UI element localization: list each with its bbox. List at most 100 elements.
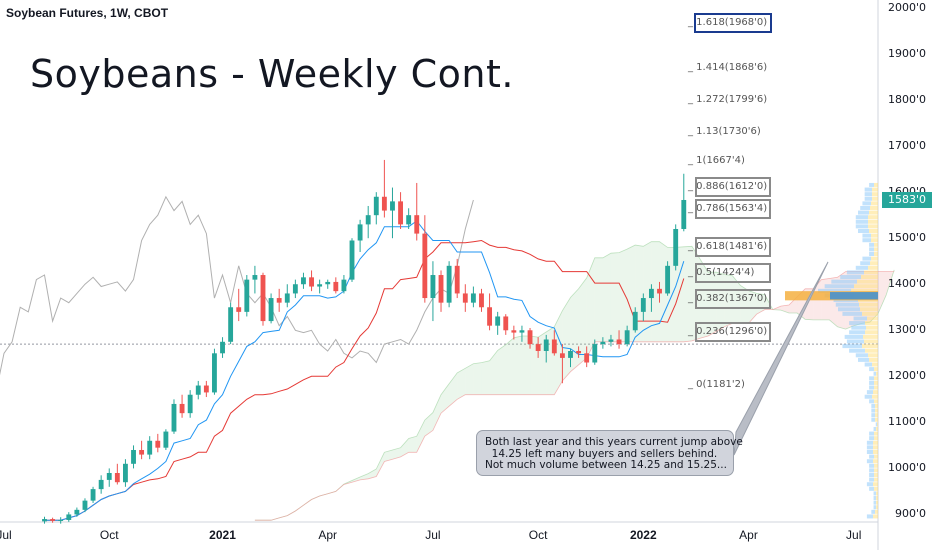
note-pointer — [733, 261, 829, 456]
volume-bar-up — [869, 380, 874, 385]
volume-bar-down — [874, 431, 878, 436]
candle-body — [147, 440, 153, 455]
volume-bar-up — [871, 413, 875, 418]
volume-bar-up — [842, 344, 862, 349]
volume-bar-up — [866, 445, 873, 450]
volume-bar-up — [866, 482, 873, 487]
volume-bar-up — [855, 219, 868, 224]
x-tick-label: Apr — [739, 528, 758, 542]
candle — [260, 272, 266, 326]
volume-bar-down — [875, 408, 878, 413]
volume-bar-up — [873, 371, 876, 376]
candle-body — [284, 293, 290, 303]
candle — [527, 327, 533, 349]
volume-bar-up — [849, 330, 865, 335]
candle — [584, 346, 590, 368]
volume-bar-down — [872, 196, 878, 201]
volume-bar-down — [873, 390, 878, 395]
volume-bar-down — [875, 403, 878, 408]
volume-bar-down — [874, 376, 878, 381]
candle — [438, 270, 444, 312]
candle-body — [527, 330, 533, 345]
candle-body — [657, 288, 662, 294]
cloud-segment — [481, 360, 490, 395]
x-tick-label: Jul — [846, 528, 862, 542]
note-line-1: Both last year and this years current ju… — [485, 436, 743, 448]
x-tick-label: Apr — [318, 528, 338, 542]
volume-bar-up — [869, 454, 874, 459]
fib-label: _ 1.13(1730'6) — [688, 125, 761, 137]
candle-body — [559, 353, 565, 358]
candle-body — [681, 199, 687, 229]
volume-bar-up — [873, 500, 876, 505]
x-tick-label: 2021 — [209, 528, 236, 542]
volume-bar-up — [869, 436, 874, 441]
volume-bar-up — [869, 367, 874, 372]
candle-body — [462, 293, 468, 303]
candle-body — [50, 519, 56, 521]
volume-bar-down — [873, 440, 878, 445]
candle-body — [317, 284, 323, 287]
cloud-segment — [699, 258, 709, 339]
candle — [252, 265, 258, 294]
volume-bar-down — [854, 284, 878, 289]
cloud-segment — [505, 337, 514, 395]
candle — [131, 445, 136, 469]
volume-bar-up — [864, 362, 872, 367]
candle-body — [454, 265, 460, 294]
volume-bar-up — [860, 205, 870, 210]
volume-bar-down — [873, 459, 878, 464]
volume-bar-down — [872, 394, 878, 399]
cloud-segment — [780, 304, 789, 314]
fib-label: _ 0.382(1367'0) — [688, 293, 768, 305]
cloud-segment — [392, 447, 401, 460]
leading-span-b — [254, 271, 895, 521]
volume-bar-up — [869, 468, 874, 473]
volume-bar-up — [855, 215, 868, 220]
conversion-line — [44, 220, 685, 521]
candle — [317, 279, 323, 294]
candle — [373, 192, 379, 225]
cloud-segment — [716, 272, 725, 332]
y-tick-label: 1800'0 — [887, 93, 926, 107]
y-tick-label: 1400'0 — [887, 277, 926, 291]
volume-bar-down — [874, 182, 878, 187]
volume-bar-down — [868, 265, 878, 270]
candle — [244, 275, 250, 317]
volume-bar-down — [876, 371, 878, 376]
candle-body — [333, 281, 339, 292]
candle-body — [487, 307, 493, 326]
cloud-segment — [416, 420, 425, 453]
candle-body — [640, 298, 646, 312]
volume-bar-down — [872, 362, 878, 367]
candle-body — [325, 281, 331, 285]
candle-body — [624, 330, 630, 345]
annotation-note[interactable]: Both last year and this years current ju… — [476, 430, 743, 476]
candle-body — [665, 265, 671, 294]
volume-bar-up — [849, 321, 865, 326]
candle-body — [406, 215, 412, 225]
volume-bar-up — [860, 261, 870, 266]
volume-bar-down — [876, 500, 878, 505]
candle-body — [365, 215, 371, 225]
candle — [648, 284, 654, 312]
cloud-segment — [352, 477, 361, 483]
candle — [147, 436, 153, 460]
fib-label: _ 1.414(1868'6) — [688, 62, 768, 74]
candle — [576, 346, 582, 358]
volume-bar-up — [866, 390, 873, 395]
volume-bar-down — [874, 468, 878, 473]
volume-bar-up — [855, 224, 868, 229]
x-tick-label: Oct — [99, 528, 119, 542]
candle-body — [236, 307, 242, 312]
candle — [559, 344, 565, 384]
cloud-segment — [441, 383, 450, 414]
candle — [495, 311, 501, 335]
candle-body — [203, 385, 209, 393]
chart-title: Soybeans - Weekly Cont. — [30, 52, 514, 96]
candle — [50, 517, 56, 523]
candle — [665, 261, 671, 296]
volume-bar-down — [874, 252, 878, 257]
candle — [301, 272, 306, 289]
